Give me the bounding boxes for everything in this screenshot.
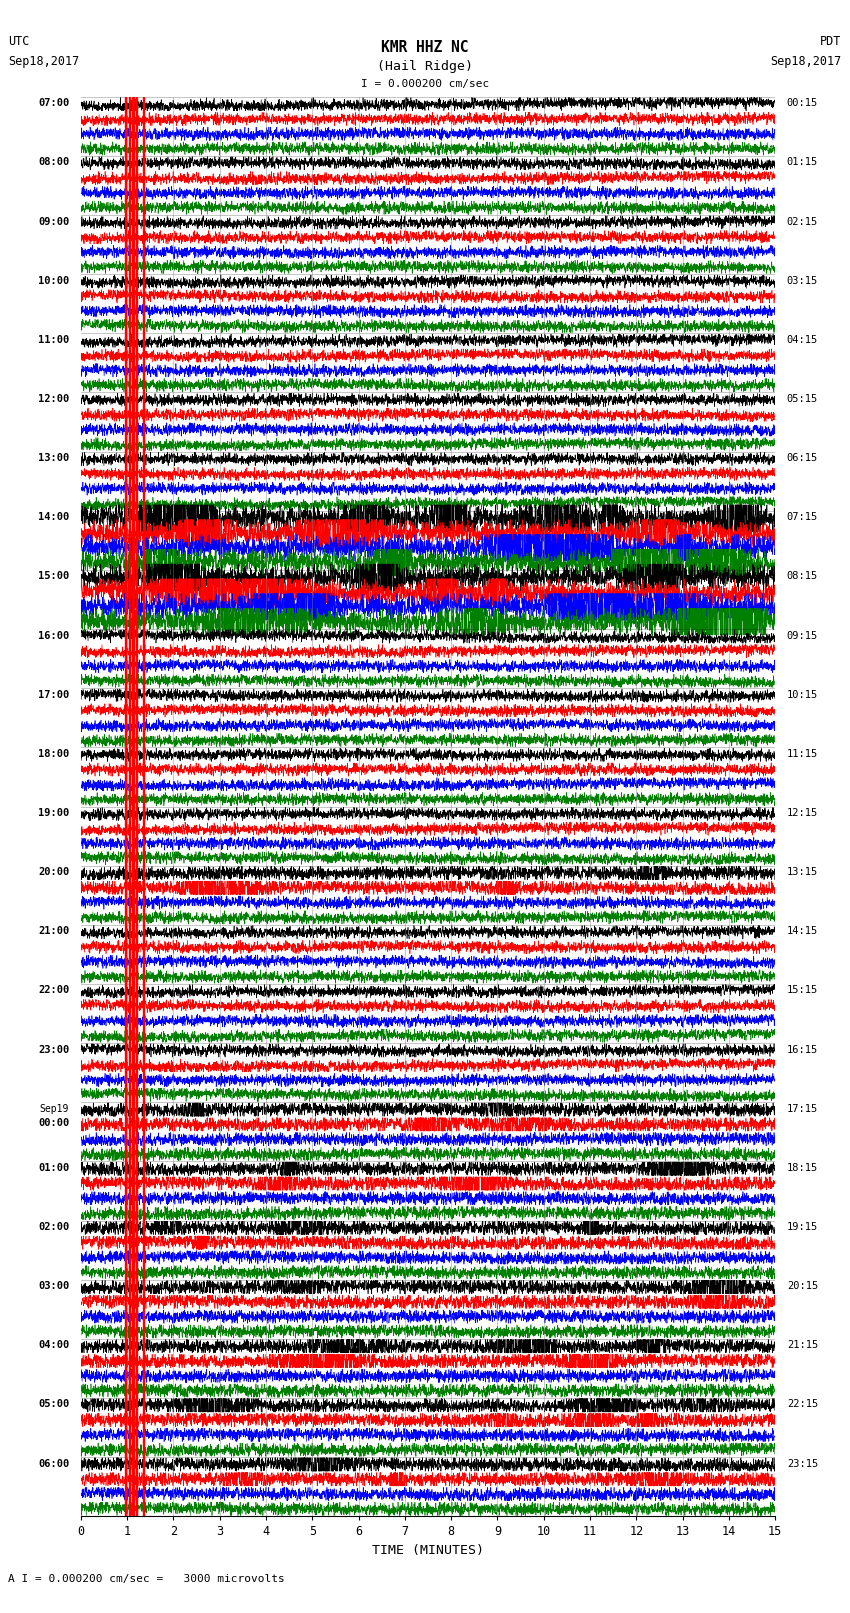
Text: 05:00: 05:00 — [38, 1400, 69, 1410]
Text: 11:00: 11:00 — [38, 336, 69, 345]
Text: 19:15: 19:15 — [787, 1223, 818, 1232]
Text: 07:00: 07:00 — [38, 98, 69, 108]
Text: Sep18,2017: Sep18,2017 — [8, 55, 80, 68]
Text: I = 0.000200 cm/sec: I = 0.000200 cm/sec — [361, 79, 489, 89]
Text: 16:00: 16:00 — [38, 631, 69, 640]
Text: PDT: PDT — [820, 35, 842, 48]
Text: 15:15: 15:15 — [787, 986, 818, 995]
Text: 21:00: 21:00 — [38, 926, 69, 936]
Text: 13:15: 13:15 — [787, 868, 818, 877]
Text: 16:15: 16:15 — [787, 1045, 818, 1055]
Text: 01:00: 01:00 — [38, 1163, 69, 1173]
Bar — [136, 97, 138, 1516]
Text: 17:15: 17:15 — [787, 1103, 818, 1113]
Text: 22:15: 22:15 — [787, 1400, 818, 1410]
Text: 03:00: 03:00 — [38, 1281, 69, 1290]
Text: 09:15: 09:15 — [787, 631, 818, 640]
Text: 10:00: 10:00 — [38, 276, 69, 286]
Text: 20:15: 20:15 — [787, 1281, 818, 1290]
Text: 00:00: 00:00 — [38, 1118, 69, 1129]
Text: UTC: UTC — [8, 35, 30, 48]
Text: Sep18,2017: Sep18,2017 — [770, 55, 842, 68]
Text: 06:00: 06:00 — [38, 1458, 69, 1468]
Text: 15:00: 15:00 — [38, 571, 69, 581]
Text: 00:15: 00:15 — [787, 98, 818, 108]
Text: Sep19: Sep19 — [40, 1103, 69, 1113]
Text: 08:00: 08:00 — [38, 158, 69, 168]
Text: 14:15: 14:15 — [787, 926, 818, 936]
Text: 10:15: 10:15 — [787, 690, 818, 700]
Text: A I = 0.000200 cm/sec =   3000 microvolts: A I = 0.000200 cm/sec = 3000 microvolts — [8, 1574, 286, 1584]
Text: 12:00: 12:00 — [38, 394, 69, 403]
Text: 06:15: 06:15 — [787, 453, 818, 463]
Text: 19:00: 19:00 — [38, 808, 69, 818]
Text: 20:00: 20:00 — [38, 868, 69, 877]
Text: 09:00: 09:00 — [38, 216, 69, 226]
Text: 11:15: 11:15 — [787, 748, 818, 758]
Text: 13:00: 13:00 — [38, 453, 69, 463]
Text: 18:15: 18:15 — [787, 1163, 818, 1173]
Bar — [125, 97, 127, 1516]
Text: 01:15: 01:15 — [787, 158, 818, 168]
X-axis label: TIME (MINUTES): TIME (MINUTES) — [372, 1544, 484, 1557]
Text: 23:15: 23:15 — [787, 1458, 818, 1468]
Text: 04:00: 04:00 — [38, 1340, 69, 1350]
Text: (Hail Ridge): (Hail Ridge) — [377, 60, 473, 73]
Text: 17:00: 17:00 — [38, 690, 69, 700]
Text: 02:00: 02:00 — [38, 1223, 69, 1232]
Text: 18:00: 18:00 — [38, 748, 69, 758]
Bar — [129, 97, 130, 1516]
Text: 07:15: 07:15 — [787, 513, 818, 523]
Text: 12:15: 12:15 — [787, 808, 818, 818]
Text: 02:15: 02:15 — [787, 216, 818, 226]
Text: 22:00: 22:00 — [38, 986, 69, 995]
Text: 14:00: 14:00 — [38, 513, 69, 523]
Text: 23:00: 23:00 — [38, 1045, 69, 1055]
Text: 21:15: 21:15 — [787, 1340, 818, 1350]
Text: 08:15: 08:15 — [787, 571, 818, 581]
Text: KMR HHZ NC: KMR HHZ NC — [382, 40, 468, 55]
Bar — [143, 97, 144, 1516]
Text: 03:15: 03:15 — [787, 276, 818, 286]
Text: 05:15: 05:15 — [787, 394, 818, 403]
Text: 04:15: 04:15 — [787, 336, 818, 345]
